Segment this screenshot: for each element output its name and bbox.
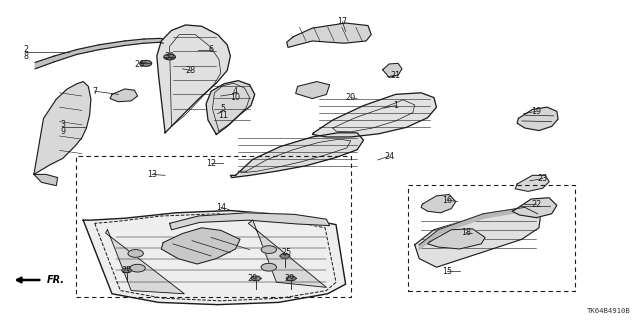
Polygon shape (421, 195, 456, 213)
Polygon shape (144, 38, 160, 43)
Text: 17: 17 (337, 17, 348, 26)
Polygon shape (157, 25, 230, 133)
Text: FR.: FR. (47, 275, 65, 285)
Polygon shape (34, 82, 91, 174)
Circle shape (261, 246, 276, 253)
Text: 27: 27 (122, 266, 132, 275)
Polygon shape (517, 107, 558, 131)
Polygon shape (160, 38, 163, 43)
Text: 30: 30 (164, 52, 175, 60)
Circle shape (130, 264, 145, 272)
Text: 16: 16 (442, 196, 452, 204)
Polygon shape (483, 207, 525, 218)
Polygon shape (438, 214, 483, 234)
Circle shape (128, 250, 143, 257)
Text: 9: 9 (60, 127, 65, 136)
Polygon shape (251, 276, 261, 281)
Text: 14: 14 (216, 203, 226, 212)
Text: 12: 12 (206, 159, 216, 168)
Text: 3: 3 (60, 120, 65, 129)
Polygon shape (419, 230, 438, 250)
Bar (76, 156, 351, 297)
Polygon shape (122, 268, 132, 273)
Polygon shape (99, 41, 125, 50)
Polygon shape (525, 207, 538, 218)
Text: 22: 22 (531, 200, 541, 209)
Polygon shape (286, 276, 296, 281)
Polygon shape (35, 56, 54, 69)
Polygon shape (515, 175, 549, 191)
Text: 10: 10 (230, 93, 241, 102)
Polygon shape (383, 63, 402, 77)
Text: 23: 23 (538, 174, 548, 183)
Text: 26: 26 (134, 60, 145, 68)
Text: 24: 24 (384, 152, 394, 161)
Polygon shape (161, 228, 240, 264)
Text: 18: 18 (461, 228, 471, 237)
Text: 29: 29 (248, 274, 258, 283)
Text: 29: 29 (284, 274, 294, 283)
Polygon shape (428, 229, 485, 249)
Text: 8: 8 (23, 52, 28, 60)
Polygon shape (83, 211, 346, 305)
Text: 28: 28 (186, 66, 196, 75)
Polygon shape (106, 230, 184, 294)
Polygon shape (110, 89, 138, 102)
Text: 13: 13 (147, 170, 157, 179)
Circle shape (164, 54, 175, 60)
Text: 19: 19 (531, 107, 541, 116)
Polygon shape (280, 254, 290, 258)
Polygon shape (206, 81, 255, 134)
Text: 2: 2 (23, 45, 28, 54)
Polygon shape (415, 207, 541, 267)
Polygon shape (296, 82, 330, 99)
Polygon shape (77, 45, 99, 54)
Polygon shape (34, 174, 58, 186)
Polygon shape (230, 133, 364, 178)
Polygon shape (287, 23, 371, 47)
Text: 21: 21 (390, 71, 401, 80)
Polygon shape (170, 213, 330, 230)
Bar (408, 185, 575, 291)
Text: TK64B4910B: TK64B4910B (587, 308, 630, 314)
Text: 1: 1 (393, 101, 398, 110)
Circle shape (140, 60, 152, 66)
Text: 11: 11 (218, 111, 228, 120)
Text: 7: 7 (92, 87, 97, 96)
Text: 6: 6 (209, 45, 214, 54)
Polygon shape (125, 39, 144, 45)
Polygon shape (512, 198, 557, 218)
Text: 15: 15 (442, 267, 452, 276)
Circle shape (261, 263, 276, 271)
Text: 20: 20 (346, 93, 356, 102)
Polygon shape (312, 93, 436, 137)
Polygon shape (248, 220, 326, 287)
Text: 25: 25 (282, 248, 292, 257)
Polygon shape (54, 50, 77, 62)
Text: 4: 4 (233, 87, 238, 96)
Text: 5: 5 (220, 104, 225, 113)
